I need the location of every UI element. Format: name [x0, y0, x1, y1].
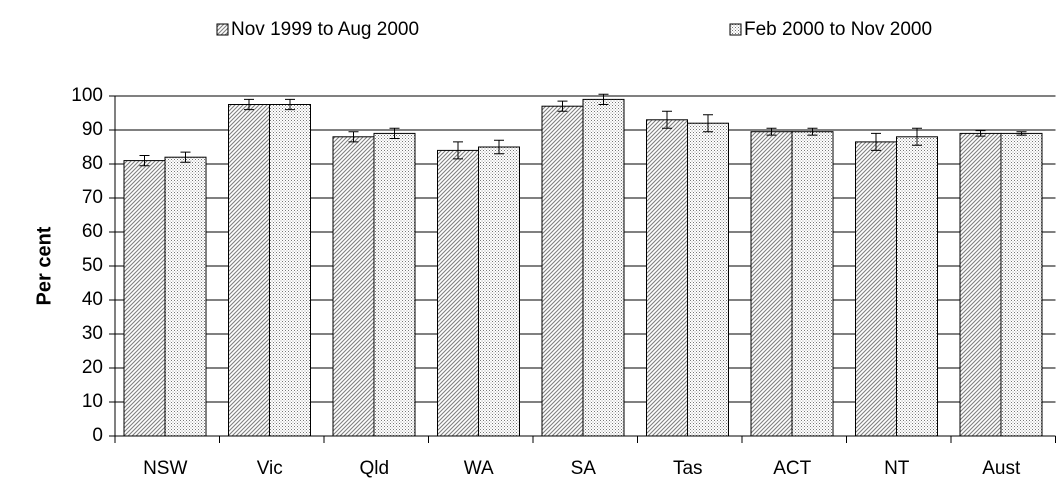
legend-label: Feb 2000 to Nov 2000 [744, 19, 932, 40]
error-bar [766, 127, 777, 136]
error-bar [662, 110, 672, 129]
error-bar [285, 98, 295, 111]
bar [750, 131, 793, 437]
x-tick-label: Tas [673, 458, 703, 479]
bar [373, 132, 416, 437]
bar [164, 156, 207, 437]
error-bar [557, 100, 568, 112]
bar [646, 119, 688, 437]
y-tick-label: 10 [82, 391, 103, 412]
y-tick-label: 70 [82, 187, 103, 208]
y-tick-label: 60 [82, 221, 103, 242]
bar [541, 105, 584, 437]
x-tick-label: WA [464, 458, 494, 479]
bar [332, 136, 375, 437]
x-tick-label: Vic [257, 458, 283, 479]
x-tick-label: Qld [359, 458, 389, 479]
x-tick-label: NSW [143, 458, 187, 479]
x-tick-label: ACT [773, 458, 811, 479]
bar [1000, 132, 1043, 437]
y-tick-label: 90 [82, 119, 103, 140]
error-bar [1016, 131, 1027, 136]
bar [269, 104, 311, 437]
error-bar [494, 139, 504, 155]
error-bar [244, 98, 254, 111]
legend-swatch [729, 23, 742, 36]
error-bar [180, 151, 191, 163]
bar [855, 141, 897, 437]
bar [228, 104, 270, 437]
bar [687, 122, 729, 437]
error-bar [703, 114, 713, 133]
error-bar [912, 127, 922, 146]
y-tick-label: 50 [82, 255, 103, 276]
bar [959, 132, 1002, 437]
y-tick-label: 30 [82, 323, 103, 344]
x-tick-label: NT [884, 458, 910, 479]
error-bar [389, 127, 400, 139]
error-bar [598, 93, 609, 105]
bar [582, 98, 625, 437]
y-axis-label: Per cent [33, 226, 55, 305]
error-bar [807, 127, 818, 136]
bar [437, 149, 479, 437]
bar [791, 131, 834, 437]
x-tick-label: SA [571, 458, 597, 479]
x-tick-label: Aust [982, 458, 1021, 479]
bar [896, 136, 938, 437]
y-tick-label: 20 [82, 357, 103, 378]
error-bar [975, 130, 986, 137]
y-tick-label: 100 [71, 85, 103, 106]
bar [478, 146, 520, 437]
bar [123, 160, 166, 437]
error-bar [453, 141, 463, 160]
error-bar [139, 155, 150, 167]
legend-swatch [216, 23, 229, 36]
y-tick-label: 80 [82, 153, 103, 174]
legend-label: Nov 1999 to Aug 2000 [231, 19, 419, 40]
y-tick-label: 40 [82, 289, 103, 310]
error-bar [871, 132, 881, 151]
y-tick-label: 0 [92, 425, 103, 446]
error-bar [348, 131, 359, 143]
